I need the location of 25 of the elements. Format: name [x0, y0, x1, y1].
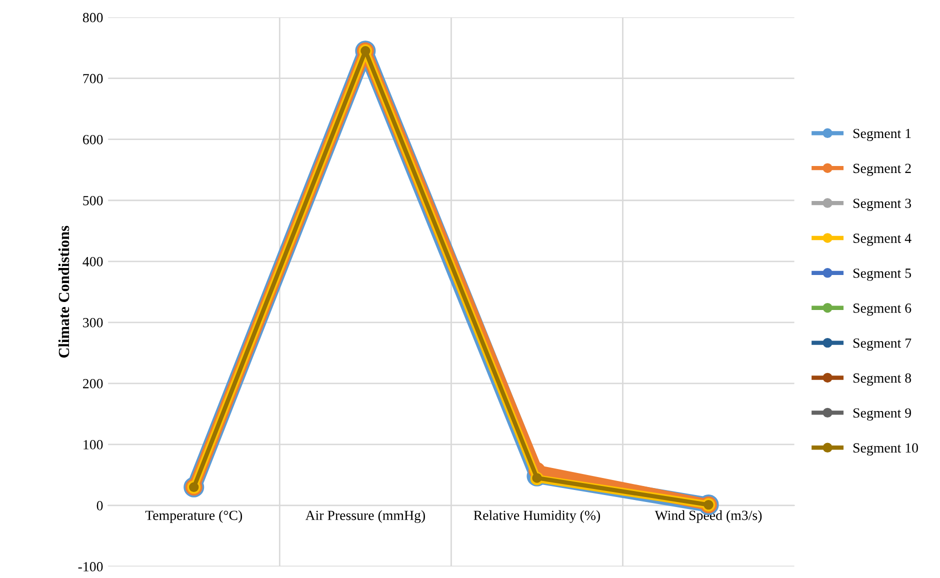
x-tick-label: Temperature (°C): [145, 510, 242, 523]
y-tick-label: 800: [82, 12, 103, 22]
legend-label: Segment 7: [853, 338, 912, 351]
y-tick-label: 700: [83, 74, 103, 84]
legend-label: Segment 6: [853, 304, 912, 316]
x-tick-label: Air Pressure (mmHg): [305, 510, 425, 523]
y-tick-label: 400: [82, 256, 103, 266]
x-tick-label: Relative Humidity (%): [474, 510, 600, 523]
legend-label: Segment 5: [853, 268, 912, 281]
y-tick-label: -100: [78, 562, 103, 572]
y-tick-label: 100: [84, 440, 103, 450]
legend-label: Segment 9: [853, 408, 912, 421]
legend-label: Segment 10: [853, 443, 918, 456]
y-tick-label: 500: [83, 196, 103, 206]
y-tick-label: 300: [83, 318, 103, 328]
legend-label: Segment 3: [853, 198, 912, 211]
x-tick-label: Wind Speed (m3/s): [654, 510, 762, 523]
y-tick-label: 0: [96, 501, 103, 510]
y-tick-label: 600: [83, 134, 103, 144]
y-tick-label: 200: [83, 378, 103, 388]
legend-label: Segment 4: [853, 234, 912, 246]
legend-label: Segment 1: [853, 128, 911, 142]
y-axis-title: Climate Condistions: [58, 226, 70, 358]
legend-label: Segment 8: [853, 373, 912, 386]
legend-label: Segment 2: [853, 164, 911, 176]
